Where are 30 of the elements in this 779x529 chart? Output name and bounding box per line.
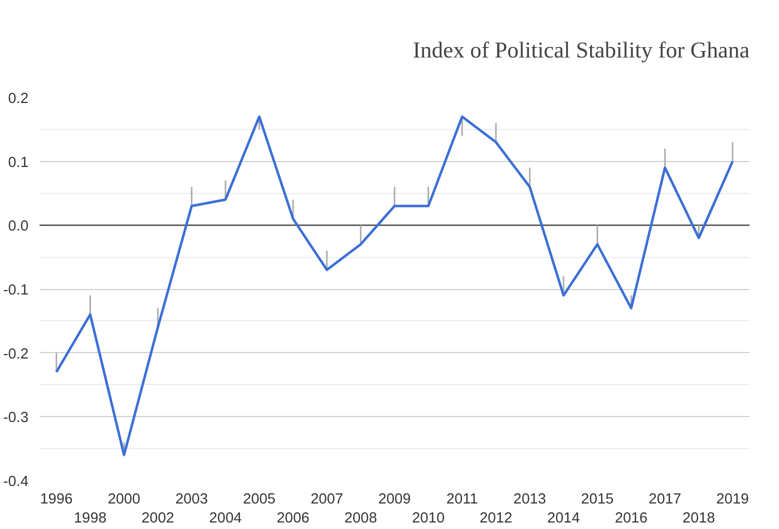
x-tick-label: 2010 xyxy=(412,510,445,527)
x-tick-label: 2007 xyxy=(310,492,344,508)
x-tick-label: 2004 xyxy=(209,510,242,527)
x-tick-label: 2016 xyxy=(614,510,648,527)
x-tick-label: 2011 xyxy=(446,492,478,508)
x-tick-label: 1996 xyxy=(40,492,73,508)
x-tick-label: 2000 xyxy=(108,492,140,508)
x-tick-label: 2003 xyxy=(175,492,208,508)
y-tick-label: 0.2 xyxy=(8,91,28,107)
x-tick-label: 2002 xyxy=(142,510,174,527)
y-tick-label: 0.0 xyxy=(8,218,28,235)
x-tick-label: 2014 xyxy=(547,510,580,527)
line-series xyxy=(55,115,734,456)
x-tick-label: 2013 xyxy=(513,492,546,508)
x-tick-label: 2017 xyxy=(648,492,682,508)
x-tick-label: 2012 xyxy=(480,510,512,527)
y-tick-label: -0.3 xyxy=(3,410,29,426)
x-tick-label: 2008 xyxy=(344,510,377,527)
x-tick-label: 1998 xyxy=(74,510,107,527)
y-tick-label: -0.2 xyxy=(3,346,29,362)
x-tick-label: 2006 xyxy=(276,510,310,527)
x-tick-label: 2019 xyxy=(716,492,749,508)
x-tick-label: 2009 xyxy=(378,492,411,508)
x-tick-label: 2005 xyxy=(242,492,276,508)
y-tick-label: -0.1 xyxy=(3,282,29,298)
y-tick-label: -0.4 xyxy=(3,474,29,490)
y-tick-label: 0.1 xyxy=(8,154,28,171)
chart-title: Index of Political Stability for Ghana xyxy=(412,38,750,62)
x-tick-label: 2015 xyxy=(581,492,614,508)
x-tick-label: 2018 xyxy=(682,510,716,527)
